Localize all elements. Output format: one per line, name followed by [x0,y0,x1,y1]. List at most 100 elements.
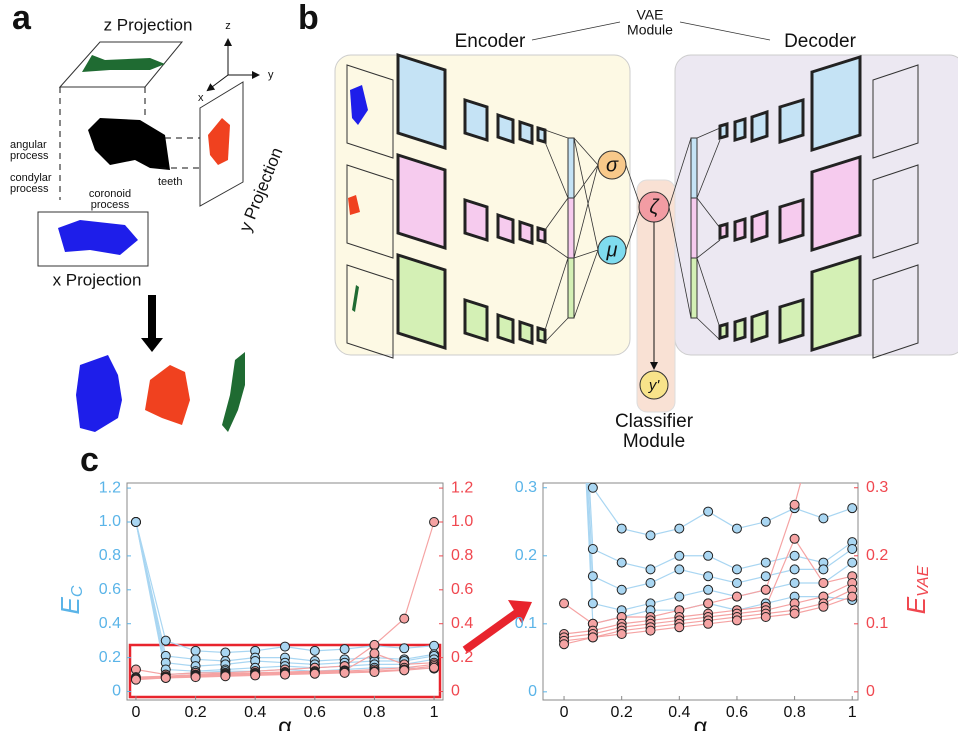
annotation: angular [10,139,47,151]
point [760,571,771,582]
points [130,516,440,685]
axis-letter: z [225,20,231,32]
plot-area [559,7,858,650]
latent-bar [690,257,698,319]
x-tick-label: 1 [848,704,857,721]
y2-tick-label: 0.2 [451,649,473,666]
point [369,648,380,659]
x-tick-label: 0.2 [184,704,206,721]
point [616,584,627,595]
point [429,640,440,651]
x-tick-label: 1 [430,704,439,721]
point [369,667,380,678]
point [847,503,858,514]
connections [668,127,721,341]
point [818,564,829,575]
axis-letter: x [198,92,204,104]
zoom-arrow-head [508,600,532,624]
point [160,672,171,683]
y2-tick-label: 0.1 [866,615,888,632]
x-plane [37,211,149,267]
x-tick-label: 0.4 [244,704,266,721]
decoder-row [718,54,919,359]
panel-a: z Projection z y x angular process condy… [10,15,287,432]
down-arrow-head [141,338,163,352]
series-line [135,521,435,662]
point [280,641,290,652]
annotation: teeth [158,176,182,188]
point [160,635,171,646]
annotation: process [91,199,130,211]
plot-frame [542,482,859,701]
point [674,523,685,534]
points [559,7,858,650]
point [560,7,569,16]
y-tick-label: 0 [528,683,537,700]
y2-axis-label: EVAE [901,565,932,614]
point [280,669,290,680]
point [560,7,569,16]
point [847,591,858,602]
classifier-label: Classifier [615,411,694,432]
point [789,577,800,588]
point [703,618,714,629]
axis-letter: y [268,69,274,81]
chart: 0 0.2 0.4 0.6 0.8 100.20.40.60.81.01.200.20.4… [99,479,474,731]
zoom-arrow [462,608,521,654]
point [587,483,598,493]
series-line [135,521,435,676]
point [847,543,858,554]
annotation: process [10,150,49,162]
result-shape [76,355,122,432]
point [674,550,685,561]
point [645,530,656,541]
panel-label: c [80,441,99,479]
point [309,668,320,679]
x-axis-label: α [694,713,708,731]
sigma-node [597,150,627,180]
mu-node [597,235,627,265]
x-tick-label: 0 [560,704,569,721]
annotation: condylar [10,172,52,184]
x-axis-label: α [278,713,292,731]
point [616,557,627,568]
point [429,516,440,527]
point [559,639,570,650]
y-tick-label: 0.3 [515,479,537,496]
point [560,7,569,16]
latent-bar [567,137,575,199]
point [731,591,742,602]
y-plane [199,81,244,207]
y2-tick-label: 0 [451,683,460,700]
z-projection-label: z Projection [104,15,193,34]
point [818,601,829,612]
y2-tick-label: 0.2 [866,547,888,564]
y2-tick-label: 0.4 [451,615,473,632]
point [789,533,800,544]
result-shape [222,352,245,432]
point [760,557,771,568]
plot-area [130,516,440,685]
x-tick-label: 0.8 [783,704,805,721]
decoder-label: Decoder [784,31,856,52]
y-axis-label: EC [55,585,86,614]
point [587,598,598,609]
latent-bar [567,197,575,259]
z-shape [82,55,165,72]
module-label: VAE [637,7,664,23]
classifier-label: Module [623,431,685,452]
point [587,543,598,554]
annotation: process [10,183,49,195]
x-tick-label: 0.6 [726,704,748,721]
jaw-shape [88,118,170,170]
y-tick-label: 0.1 [515,615,537,632]
point [703,584,714,595]
y-tick-label: 0 [112,683,121,700]
y-tick-label: 0.8 [99,547,121,564]
y2-tick-label: 1.0 [451,513,473,530]
point [674,622,685,633]
node-label: ζ [649,196,660,218]
node-label: y' [648,377,661,394]
panel-b: VAE Module Encoder Decoder [334,7,958,452]
